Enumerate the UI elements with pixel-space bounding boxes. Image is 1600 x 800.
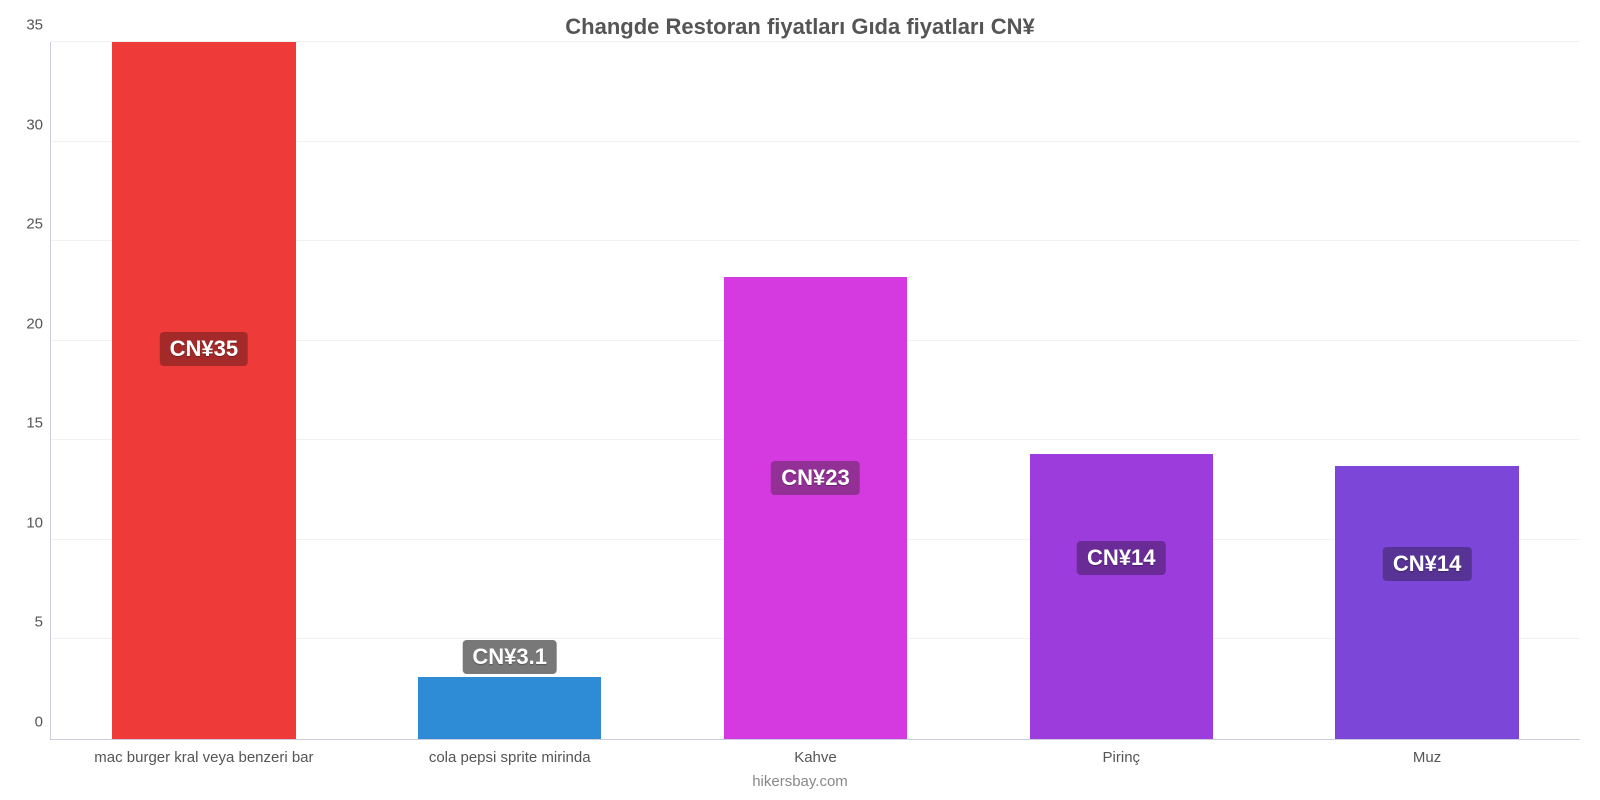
ytick-label: 35 — [26, 17, 51, 34]
bar-slot: CN¥35mac burger kral veya benzeri bar — [51, 42, 357, 739]
x-axis-label: mac burger kral veya benzeri bar — [94, 739, 313, 766]
value-badge: CN¥3.1 — [462, 640, 557, 674]
bar — [112, 42, 295, 739]
ytick-label: 15 — [26, 415, 51, 432]
ytick-label: 10 — [26, 514, 51, 531]
chart-subtitle: hikersbay.com — [0, 773, 1600, 790]
x-axis-label: Pirinç — [1103, 739, 1141, 766]
x-axis-label: cola pepsi sprite mirinda — [429, 739, 591, 766]
bar — [418, 677, 601, 739]
plot-area: CN¥35mac burger kral veya benzeri barCN¥… — [50, 42, 1580, 740]
bar — [1030, 454, 1213, 739]
value-badge: CN¥35 — [160, 332, 248, 366]
bar — [724, 277, 907, 739]
chart-title: Changde Restoran fiyatları Gıda fiyatlar… — [0, 14, 1600, 40]
x-axis-label: Muz — [1413, 739, 1441, 766]
ytick-label: 5 — [35, 614, 51, 631]
bar-slot: CN¥23Kahve — [663, 42, 969, 739]
bar-slot: CN¥14Muz — [1274, 42, 1580, 739]
ytick-label: 30 — [26, 116, 51, 133]
value-badge: CN¥23 — [771, 461, 859, 495]
value-badge: CN¥14 — [1383, 547, 1471, 581]
ytick-label: 0 — [35, 714, 51, 731]
bar-slot: CN¥14Pirinç — [968, 42, 1274, 739]
bars-container: CN¥35mac burger kral veya benzeri barCN¥… — [51, 42, 1580, 739]
x-axis-label: Kahve — [794, 739, 837, 766]
ytick-label: 20 — [26, 315, 51, 332]
bar-slot: CN¥3.1cola pepsi sprite mirinda — [357, 42, 663, 739]
ytick-label: 25 — [26, 216, 51, 233]
chart-container: Changde Restoran fiyatları Gıda fiyatlar… — [0, 0, 1600, 800]
bar — [1335, 466, 1518, 739]
value-badge: CN¥14 — [1077, 541, 1165, 575]
